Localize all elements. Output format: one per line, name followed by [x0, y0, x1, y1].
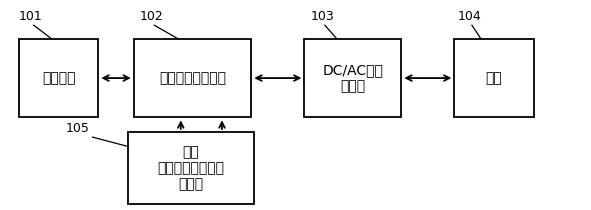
Bar: [128, 132, 254, 205]
Text: DC/AC双向
变流器: DC/AC双向 变流器: [323, 63, 384, 93]
Text: 多级
储能系统的直流控
制装置: 多级 储能系统的直流控 制装置: [158, 145, 225, 191]
Text: 105: 105: [66, 122, 90, 135]
Text: 104: 104: [457, 10, 481, 23]
Bar: [134, 39, 251, 117]
Bar: [454, 39, 534, 117]
Text: 101: 101: [19, 10, 43, 23]
Bar: [19, 39, 99, 117]
Text: 103: 103: [310, 10, 334, 23]
Bar: [304, 39, 401, 117]
Text: 升降压直流变换器: 升降压直流变换器: [159, 71, 226, 85]
Text: 电网: 电网: [486, 71, 502, 85]
Text: 102: 102: [139, 10, 163, 23]
Text: 储能电池: 储能电池: [42, 71, 76, 85]
